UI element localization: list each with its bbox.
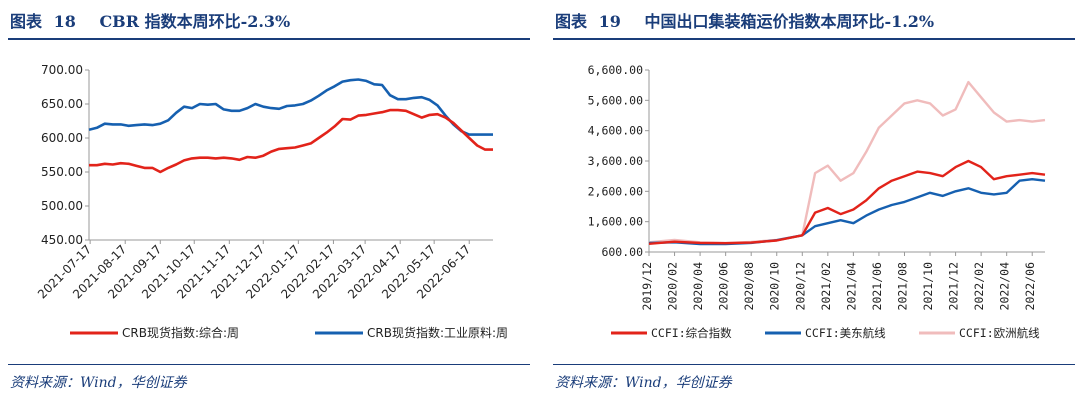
legend-label-0: CRB现货指数:综合:周 — [122, 325, 239, 340]
legend-label-2: CCFI:欧洲航线 — [959, 326, 1040, 340]
x-tick-label: 2021/12 — [947, 262, 961, 310]
x-tick-label: 2022/06 — [1023, 262, 1037, 311]
y-tick-label: 1,600.00 — [588, 215, 643, 229]
x-tick-label: 2020/02 — [666, 262, 680, 310]
left-title-number: 18 — [53, 12, 76, 31]
y-tick-label: 600.00 — [41, 131, 83, 145]
left-source-note: 资料来源：Wind，华创证券 — [10, 375, 187, 391]
x-tick-label: 2022/04 — [998, 262, 1012, 311]
right-title-prefix: 图表 — [555, 12, 588, 31]
x-tick-label: 2020/08 — [742, 262, 756, 311]
y-tick-label: 550.00 — [41, 165, 83, 179]
y-tick-label: 450.00 — [41, 233, 83, 247]
left-line-chart: 450.00500.00550.00600.00650.00700.002021… — [35, 63, 508, 340]
left-title-text: CBR 指数本周环比-2.3% — [99, 12, 291, 31]
left-title-rule — [8, 38, 530, 40]
right-footer-rule — [553, 364, 1075, 365]
legend-label-1: CCFI:美东航线 — [805, 326, 886, 340]
y-tick-label: 650.00 — [41, 97, 83, 111]
x-tick-label: 2021/02 — [819, 262, 833, 310]
x-tick-label: 2021/08 — [895, 262, 909, 311]
x-tick-label: 2019/12 — [640, 262, 654, 310]
x-tick-label: 2020/04 — [691, 262, 705, 311]
right-title-rule — [553, 38, 1075, 40]
x-tick-label: 2020/06 — [717, 262, 731, 311]
series-line-2 — [648, 80, 1046, 245]
x-tick-label: 2021/10 — [921, 262, 935, 311]
right-source-note: 资料来源：Wind，华创证券 — [555, 375, 732, 391]
x-tick-label: 2020/12 — [793, 262, 807, 310]
right-title-text: 中国出口集装箱运价指数本周环比-1.2% — [644, 12, 935, 31]
right-chart-title: 图表 19 中国出口集装箱运价指数本周环比-1.2% — [555, 8, 934, 32]
legend-label-0: CCFI:综合指数 — [651, 326, 732, 340]
y-tick-label: 2,600.00 — [588, 184, 643, 198]
left-chart-panel: 图表 18 CBR 指数本周环比-2.3% 450.00 500.00 550.00… — [8, 0, 533, 411]
left-chart-title: 图表 18 CBR 指数本周环比-2.3% — [10, 8, 290, 32]
right-chart-panel: 图表 19 中国出口集装箱运价指数本周环比-1.2% 600.00 1,600.0… — [553, 0, 1078, 411]
x-tick-label: 2020/10 — [768, 262, 782, 311]
x-tick-label: 2022/02 — [972, 262, 986, 310]
y-tick-label: 700.00 — [41, 63, 83, 77]
y-tick-label: 3,600.00 — [588, 154, 643, 168]
series-line-1 — [88, 78, 493, 136]
left-title-prefix: 图表 — [10, 12, 43, 31]
y-tick-label: 6,600.00 — [588, 63, 643, 77]
y-tick-label: 5,600.00 — [588, 93, 643, 107]
y-tick-label: 500.00 — [41, 199, 83, 213]
right-title-number: 19 — [598, 12, 621, 31]
y-tick-label: 4,600.00 — [588, 124, 643, 138]
series-line-0 — [89, 108, 493, 174]
legend-label-1: CRB现货指数:工业原料:周 — [367, 325, 508, 340]
series-line-0 — [648, 159, 1046, 245]
right-line-chart: 600.00 1,600.00 2,600.00 3,600.00 4,600.00 5,… — [588, 63, 1046, 340]
left-footer-rule — [8, 364, 530, 365]
x-tick-label: 2021/06 — [870, 262, 884, 311]
y-tick-label: 600.00 — [601, 245, 643, 259]
x-tick-label: 2021/04 — [844, 262, 858, 311]
